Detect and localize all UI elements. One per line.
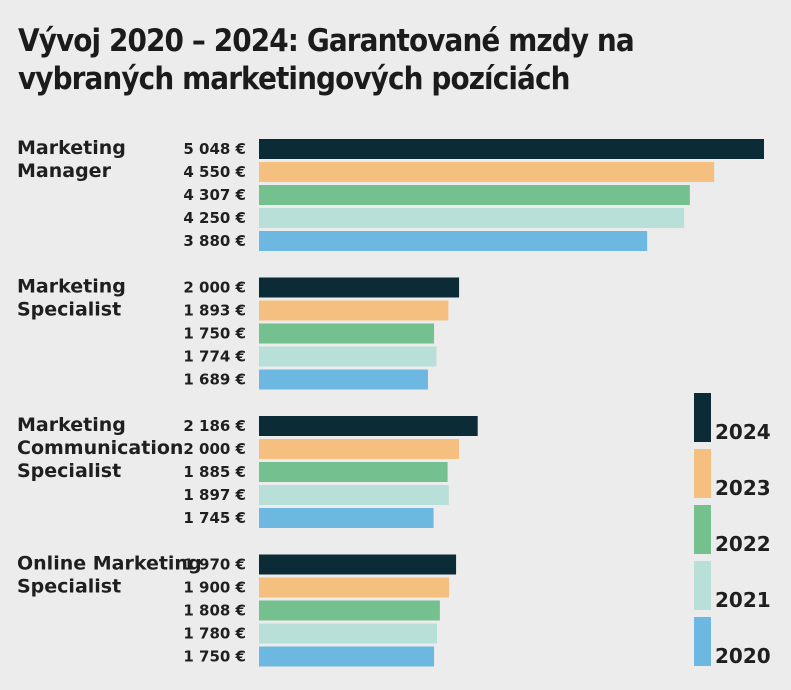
legend-label: 2022 [715,532,771,556]
value-label: 4 250 € [183,209,246,227]
bar-2024 [259,277,460,298]
chart-title: Vývoj 2020 – 2024: Garantované mzdy na v… [18,23,635,97]
value-label: 5 048 € [183,140,246,158]
value-label: 1 750 € [183,648,246,666]
legend-label: 2021 [715,588,771,612]
category-label-line: Online Marketing [17,553,202,575]
bar-2021 [259,623,438,644]
value-label: 1 745 € [183,509,246,527]
category-label: Marketing Communication Specialist [17,414,183,482]
value-label: 1 893 € [183,302,246,320]
bar-2021 [259,208,685,228]
value-label: 2 186 € [183,417,246,435]
legend-label: 2020 [715,644,771,668]
value-label: 1 970 € [183,556,246,574]
category-label-line: Marketing [17,414,126,436]
bar-2022 [259,323,435,344]
value-label: 4 307 € [183,186,246,204]
bar-2022 [259,600,440,621]
legend-swatch-2021 [694,561,711,610]
value-label: 1 689 € [183,371,246,389]
bar-2023 [259,300,449,321]
bar-2022 [259,185,690,205]
value-label: 1 780 € [183,625,246,643]
legend-swatch-2023 [694,449,711,498]
legend-label: 2024 [715,420,771,444]
value-label: 1 897 € [183,486,246,504]
value-label: 1 750 € [183,325,246,343]
legend-swatch-2020 [694,617,711,666]
category-label-line: Marketing [17,137,126,159]
bar-2023 [259,577,450,598]
category-label-line: Specialist [17,299,121,321]
bar-2020 [259,646,435,667]
bar-2020 [259,508,434,528]
category-label-line: Specialist [17,460,121,482]
value-label: 1 885 € [183,463,246,481]
value-label: 3 880 € [183,232,246,250]
category-label-line: Marketing [17,276,126,298]
bar-2024 [259,139,764,159]
bar-2021 [259,346,437,367]
category-label: Marketing Specialist [17,276,126,321]
bar-2023 [259,162,715,182]
value-label: 4 550 € [183,163,246,181]
value-label: 1 900 € [183,579,246,597]
bar-2023 [259,439,460,459]
bar-2020 [259,369,428,390]
value-label: 2 000 € [183,440,246,458]
bar-2021 [259,485,449,505]
category-label: Marketing Manager [17,137,126,182]
value-label: 1 808 € [183,602,246,620]
value-label: 2 000 € [183,279,246,297]
legend-swatch-2022 [694,505,711,554]
bar-2020 [259,231,648,251]
bar-2024 [259,416,478,436]
category-label-line: Specialist [17,576,121,598]
legend-label: 2023 [715,476,771,500]
category-label-line: Communication [17,437,183,459]
category-label-line: Manager [17,160,112,182]
value-label: 1 774 € [183,348,246,366]
category-label: Online Marketing Specialist [17,553,202,598]
legend-swatch-2024 [694,393,711,442]
bar-2022 [259,462,448,482]
bar-2024 [259,554,457,575]
